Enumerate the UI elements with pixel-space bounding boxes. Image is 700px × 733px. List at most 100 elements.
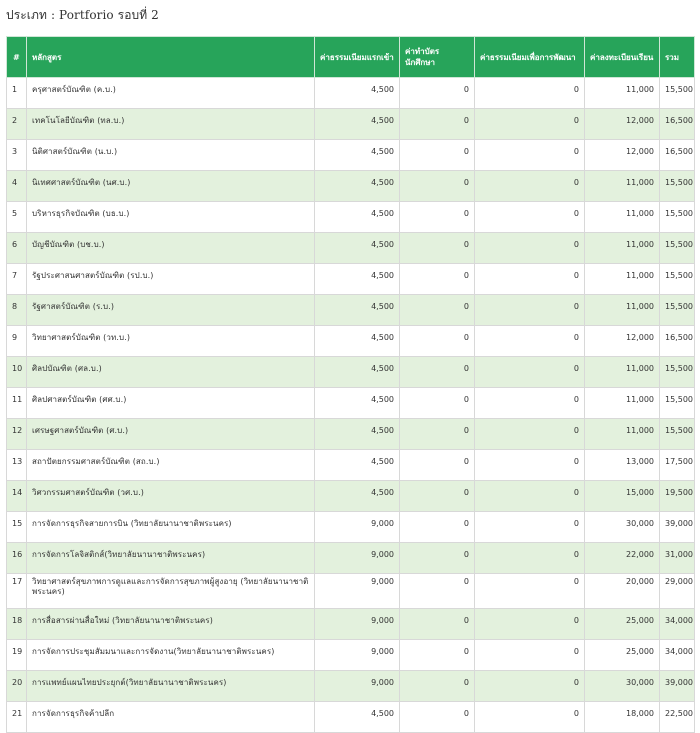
row-index: 8 <box>6 294 27 326</box>
tuition-fee: 11,000 <box>584 356 660 388</box>
table-row: 10 ศิลปบัณฑิต (ศล.บ.) 4,500 0 0 11,000 15,500 <box>6 356 695 388</box>
entrance-fee: 9,000 <box>314 608 400 640</box>
table-row: 3 นิติศาสตร์บัณฑิต (น.บ.) 4,500 0 0 12,000 16,… <box>6 139 695 171</box>
total-fee: 15,500 <box>659 170 695 202</box>
table-row: 21 การจัดการธุรกิจค้าปลีก 4,500 0 0 18,000 22,… <box>6 701 695 733</box>
table-row: 19 การจัดการประชุมสัมมนาและการจัดงาน(วิทย… <box>6 639 695 671</box>
tuition-fee: 20,000 <box>584 573 660 609</box>
table-row: 20 การแพทย์แผนไทยประยุกต์(วิทยาลัยนานาชาต… <box>6 670 695 702</box>
page-title: ประเภท : Portforio รอบที่ 2 <box>6 8 159 22</box>
row-index: 2 <box>6 108 27 140</box>
tuition-fee: 11,000 <box>584 263 660 295</box>
row-index: 15 <box>6 511 27 543</box>
program-name: ศิลปศาสตร์บัณฑิต (ศศ.บ.) <box>26 387 315 419</box>
table-row: 6 บัญชีบัณฑิต (บช.บ.) 4,500 0 0 11,000 15,500 <box>6 232 695 264</box>
tuition-fee: 25,000 <box>584 639 660 671</box>
entrance-fee: 9,000 <box>314 511 400 543</box>
table-row: 8 รัฐศาสตร์บัณฑิต (ร.บ.) 4,500 0 0 11,000 15,5… <box>6 294 695 326</box>
program-name: นิเทศศาสตร์บัณฑิต (นศ.บ.) <box>26 170 315 202</box>
student-card-fee: 0 <box>399 542 475 574</box>
header-student-card-fee: ค่าทำบัตรนักศึกษา <box>399 36 475 78</box>
development-fee: 0 <box>474 356 585 388</box>
total-fee: 15,500 <box>659 232 695 264</box>
total-fee: 22,500 <box>659 701 695 733</box>
development-fee: 0 <box>474 139 585 171</box>
row-index: 14 <box>6 480 27 512</box>
entrance-fee: 4,500 <box>314 480 400 512</box>
total-fee: 15,500 <box>659 77 695 109</box>
entrance-fee: 4,500 <box>314 232 400 264</box>
total-fee: 15,500 <box>659 387 695 419</box>
student-card-fee: 0 <box>399 387 475 419</box>
entrance-fee: 4,500 <box>314 701 400 733</box>
student-card-fee: 0 <box>399 573 475 609</box>
table-row: 9 วิทยาศาสตร์บัณฑิต (วท.บ.) 4,500 0 0 12,000 1… <box>6 325 695 357</box>
entrance-fee: 4,500 <box>314 449 400 481</box>
student-card-fee: 0 <box>399 418 475 450</box>
tuition-fee: 25,000 <box>584 608 660 640</box>
student-card-fee: 0 <box>399 201 475 233</box>
development-fee: 0 <box>474 608 585 640</box>
student-card-fee: 0 <box>399 232 475 264</box>
entrance-fee: 9,000 <box>314 573 400 609</box>
tuition-fee: 11,000 <box>584 418 660 450</box>
table-row: 15 การจัดการธุรกิจสายการบิน (วิทยาลัยนานา… <box>6 511 695 543</box>
total-fee: 39,000 <box>659 670 695 702</box>
development-fee: 0 <box>474 511 585 543</box>
table-header-row: # หลักสูตร ค่าธรรมเนียมแรกเข้า ค่าทำบัตร… <box>6 36 695 78</box>
table-row: 16 การจัดการโลจิสติกส์(วิทยาลัยนานาชาติพร… <box>6 542 695 574</box>
development-fee: 0 <box>474 670 585 702</box>
tuition-fee: 11,000 <box>584 387 660 419</box>
row-index: 10 <box>6 356 27 388</box>
total-fee: 16,500 <box>659 108 695 140</box>
tuition-fee: 11,000 <box>584 232 660 264</box>
program-name: สถาปัตยกรรมศาสตร์บัณฑิต (สถ.บ.) <box>26 449 315 481</box>
program-name: การจัดการธุรกิจค้าปลีก <box>26 701 315 733</box>
student-card-fee: 0 <box>399 294 475 326</box>
tuition-fee: 12,000 <box>584 139 660 171</box>
program-name: การแพทย์แผนไทยประยุกต์(วิทยาลัยนานาชาติพ… <box>26 670 315 702</box>
table-row: 14 วิศวกรรมศาสตร์บัณฑิต (วศ.บ.) 4,500 0 0 15,… <box>6 480 695 512</box>
row-index: 5 <box>6 201 27 233</box>
student-card-fee: 0 <box>399 480 475 512</box>
development-fee: 0 <box>474 573 585 609</box>
tuition-fee: 12,000 <box>584 325 660 357</box>
header-tuition-fee: ค่าลงทะเบียนเรียน <box>584 36 660 78</box>
total-fee: 15,500 <box>659 201 695 233</box>
tuition-fee: 30,000 <box>584 511 660 543</box>
entrance-fee: 9,000 <box>314 542 400 574</box>
student-card-fee: 0 <box>399 263 475 295</box>
fee-table: # หลักสูตร ค่าธรรมเนียมแรกเข้า ค่าทำบัตร… <box>6 36 695 733</box>
program-name: วิทยาศาสตร์สุขภาพการดูแลและการจัดการสุขภ… <box>26 573 315 609</box>
student-card-fee: 0 <box>399 77 475 109</box>
development-fee: 0 <box>474 325 585 357</box>
tuition-fee: 11,000 <box>584 201 660 233</box>
development-fee: 0 <box>474 480 585 512</box>
entrance-fee: 4,500 <box>314 263 400 295</box>
student-card-fee: 0 <box>399 670 475 702</box>
total-fee: 16,500 <box>659 139 695 171</box>
row-index: 9 <box>6 325 27 357</box>
entrance-fee: 4,500 <box>314 325 400 357</box>
table-body: 1 ครุศาสตร์บัณฑิต (ค.บ.) 4,500 0 0 11,000 15,5… <box>6 77 695 733</box>
header-development-fee: ค่าธรรมเนียมเพื่อการพัฒนา <box>474 36 585 78</box>
program-name: เทคโนโลยีบัณฑิต (ทล.บ.) <box>26 108 315 140</box>
header-entrance-fee: ค่าธรรมเนียมแรกเข้า <box>314 36 400 78</box>
tuition-fee: 12,000 <box>584 108 660 140</box>
entrance-fee: 4,500 <box>314 170 400 202</box>
development-fee: 0 <box>474 263 585 295</box>
header-program: หลักสูตร <box>26 36 315 78</box>
entrance-fee: 4,500 <box>314 418 400 450</box>
row-index: 21 <box>6 701 27 733</box>
student-card-fee: 0 <box>399 511 475 543</box>
tuition-fee: 11,000 <box>584 170 660 202</box>
program-name: ครุศาสตร์บัณฑิต (ค.บ.) <box>26 77 315 109</box>
program-name: บัญชีบัณฑิต (บช.บ.) <box>26 232 315 264</box>
row-index: 13 <box>6 449 27 481</box>
tuition-fee: 11,000 <box>584 77 660 109</box>
program-name: การจัดการธุรกิจสายการบิน (วิทยาลัยนานาชา… <box>26 511 315 543</box>
total-fee: 17,500 <box>659 449 695 481</box>
table-row: 11 ศิลปศาสตร์บัณฑิต (ศศ.บ.) 4,500 0 0 11,000 1… <box>6 387 695 419</box>
development-fee: 0 <box>474 77 585 109</box>
row-index: 20 <box>6 670 27 702</box>
